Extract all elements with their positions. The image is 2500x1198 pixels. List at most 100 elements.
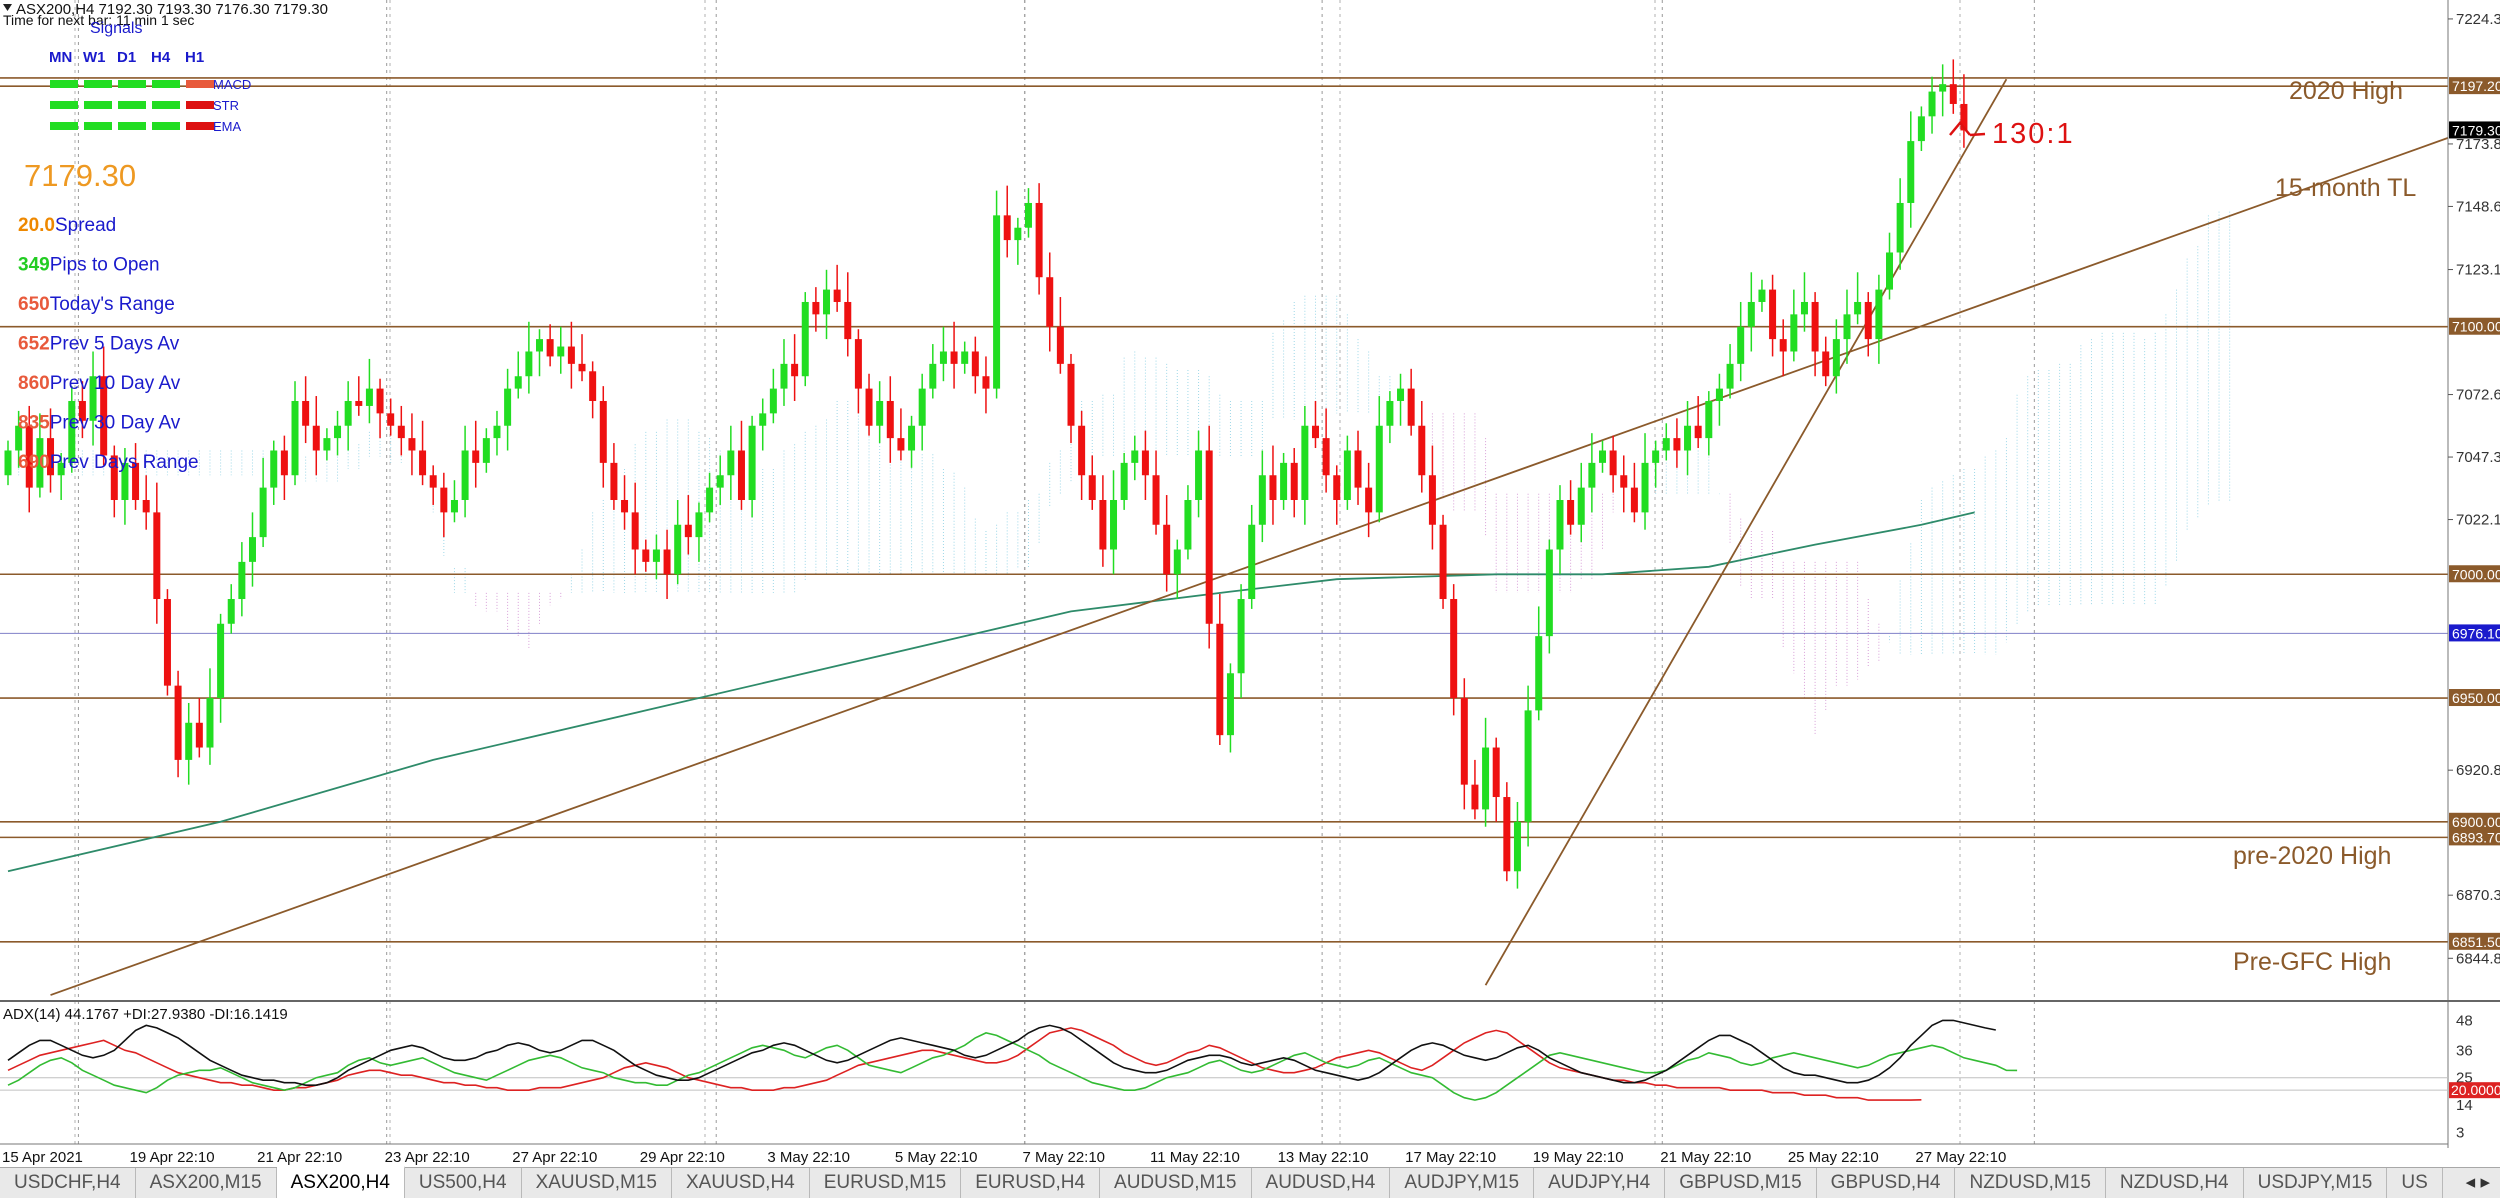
bullish-candle	[227, 599, 235, 624]
time-label: 17 May 22:10	[1405, 1149, 1496, 1166]
bearish-candle	[302, 400, 310, 426]
symbol-tab[interactable]: EURUSD,M15	[810, 1168, 962, 1198]
bearish-candle	[1630, 487, 1638, 513]
symbol-tab[interactable]: AUDUSD,M15	[1100, 1168, 1252, 1198]
time-label: 7 May 22:10	[1022, 1149, 1105, 1166]
tab-scroll-arrows-icon[interactable]: ◂ ▸	[2465, 1172, 2490, 1193]
bearish-candle	[1067, 363, 1075, 426]
bearish-candle	[1779, 339, 1787, 352]
symbol-tab[interactable]: XAUUSD,M15	[522, 1168, 672, 1198]
bullish-candle	[514, 376, 522, 389]
symbol-tab-bar: USDCHF,H4 ASX200,M15 ASX200,H4 US500,H4 XAUU…	[0, 1166, 2500, 1198]
bullish-candle	[1024, 202, 1032, 228]
symbol-tab[interactable]: USDCHF,H4	[0, 1168, 136, 1198]
bullish-candle	[1726, 363, 1734, 389]
bullish-candle	[482, 438, 490, 463]
horizontal-levels	[0, 77, 2448, 943]
collapse-triangle-icon[interactable]	[3, 4, 12, 11]
time-label: 27 May 22:10	[1915, 1149, 2006, 1166]
bearish-candle	[1354, 450, 1362, 488]
bullish-candle	[36, 438, 44, 488]
bearish-candle	[1163, 524, 1171, 575]
bullish-candle	[1747, 301, 1755, 327]
bearish-candle	[1822, 351, 1830, 377]
bullish-candle	[1832, 339, 1840, 377]
bullish-candle	[57, 462, 65, 476]
price-level-tag	[2449, 689, 2500, 707]
bullish-candle	[1173, 549, 1181, 575]
signal-cell	[118, 122, 146, 130]
bullish-candle	[334, 425, 342, 439]
bearish-candle	[1567, 500, 1575, 525]
bullish-candle	[1588, 462, 1596, 488]
bullish-candle	[270, 450, 278, 488]
price-level-tag	[2449, 565, 2500, 583]
bearish-candle	[1439, 524, 1447, 600]
signal-label: EMA	[213, 119, 242, 134]
bearish-candle	[663, 549, 671, 575]
bearish-candle	[1216, 623, 1224, 736]
bullish-candle	[15, 425, 23, 451]
symbol-tab[interactable]: US500,H4	[405, 1168, 522, 1198]
signal-rows: MACD STR EMA	[50, 77, 251, 134]
adx-tick-label: 36	[2456, 1042, 2473, 1059]
price-candles	[4, 59, 1968, 889]
symbol-tab[interactable]: ASX200,M15	[136, 1168, 277, 1198]
price-level-label: 6976.10	[2452, 625, 2500, 641]
symbol-tab[interactable]: XAUUSD,H4	[672, 1168, 810, 1198]
steep-trendline	[1484, 78, 2008, 986]
bullish-candle	[461, 450, 469, 500]
minus-di-line	[7, 1027, 1922, 1101]
bullish-candle	[1599, 450, 1606, 463]
bullish-candle	[206, 698, 214, 748]
bullish-candle	[929, 363, 937, 389]
bullish-candle	[536, 339, 543, 352]
symbol-tab[interactable]: NZDUSD,M15	[1955, 1168, 2106, 1198]
bullish-candle	[652, 549, 660, 562]
current-price: 7179.30	[24, 158, 136, 193]
bearish-candle	[1141, 450, 1149, 476]
bullish-candle	[1875, 289, 1883, 340]
symbol-tab[interactable]: GBPUSD,M15	[1665, 1168, 1817, 1198]
bullish-candle	[1524, 710, 1532, 822]
time-label: 19 May 22:10	[1533, 1149, 1624, 1166]
symbol-tab[interactable]: GBPUSD,H4	[1817, 1168, 1956, 1198]
bearish-candle	[419, 450, 427, 476]
symbol-tab[interactable]: US	[2387, 1168, 2443, 1198]
bullish-candle	[780, 363, 788, 389]
time-label: 5 May 22:10	[895, 1149, 978, 1166]
stat-row: 650Today's Range	[18, 294, 175, 315]
bearish-candle	[1460, 698, 1468, 785]
time-label: 21 Apr 22:10	[257, 1149, 342, 1166]
symbol-tab[interactable]: AUDJPY,H4	[1534, 1168, 1666, 1198]
bullish-candle	[1545, 549, 1553, 637]
stat-row: 860Prev 10 Day Av	[18, 373, 181, 394]
bearish-candle	[440, 487, 448, 513]
bullish-candle	[1535, 636, 1543, 711]
bullish-candle	[801, 301, 809, 377]
bullish-candle	[1939, 84, 1947, 92]
symbol-tab[interactable]: EURUSD,H4	[961, 1168, 1101, 1198]
bullish-candle	[1705, 400, 1713, 439]
bearish-candle	[1311, 425, 1319, 439]
stat-row: 20.0Spread	[18, 215, 116, 236]
bullish-candle	[1110, 500, 1118, 550]
symbol-tab[interactable]: AUDUSD,H4	[1252, 1168, 1391, 1198]
bullish-candle	[493, 425, 501, 439]
symbol-tab[interactable]: NZDUSD,H4	[2106, 1168, 2244, 1198]
price-tick-label: 6920.85	[2456, 762, 2500, 779]
bearish-candle	[631, 512, 639, 550]
bearish-candle	[1003, 215, 1011, 241]
bullish-candle	[1237, 599, 1245, 674]
symbol-tab[interactable]: USDJPY,M15	[2244, 1168, 2388, 1198]
symbol-tab[interactable]: AUDJPY,M15	[1390, 1168, 1535, 1198]
timeframe-label: H1	[185, 49, 204, 66]
bullish-candle	[1758, 289, 1766, 302]
price-tick-label: 7224.35	[2456, 11, 2500, 28]
stat-row: 690Prev Days Range	[18, 452, 199, 473]
bullish-candle	[238, 561, 246, 600]
ichimoku-cloud	[7, 211, 2231, 736]
symbol-tab[interactable]: ASX200,H4	[276, 1166, 405, 1198]
bearish-candle	[100, 376, 108, 456]
